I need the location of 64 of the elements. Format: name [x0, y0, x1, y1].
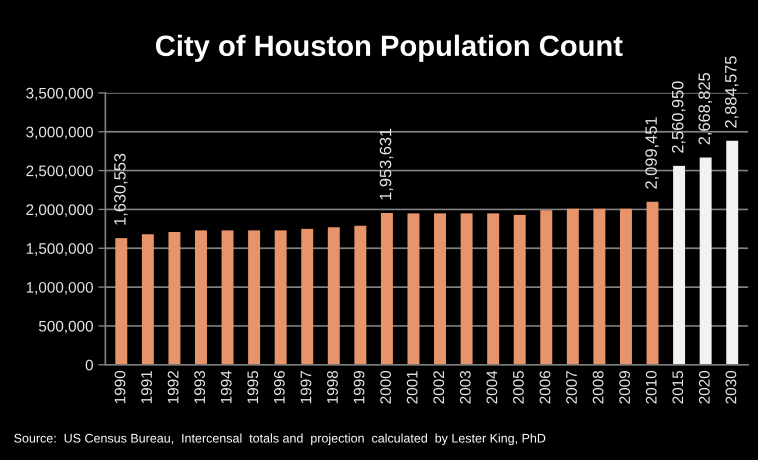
data-label: 1,630,553 — [114, 154, 128, 225]
y-tick-label: 500,000 — [38, 320, 93, 334]
bar — [540, 210, 552, 365]
bar — [142, 234, 154, 365]
chart-title: City of Houston Population Count — [156, 34, 623, 62]
x-tick-label: 2003 — [460, 371, 471, 404]
bar — [248, 230, 260, 365]
x-tick-label: 2005 — [513, 370, 524, 404]
x-tick-label: 1995 — [247, 370, 258, 404]
x-tick-label: 2002 — [433, 371, 444, 404]
data-label: 2,884,575 — [725, 56, 739, 128]
bar — [593, 208, 606, 365]
data-label: 1,953,631 — [380, 128, 394, 200]
x-tick-label: 2007 — [566, 371, 577, 404]
x-tick-label: 2004 — [486, 370, 498, 404]
bar — [115, 238, 128, 365]
bar — [380, 213, 393, 365]
x-tick-label: 1993 — [194, 371, 206, 404]
x-tick-label: 2001 — [406, 371, 418, 404]
x-tick-label: 1994 — [220, 370, 232, 404]
x-tick-label: 1990 — [114, 370, 126, 404]
x-tick-label: 2006 — [540, 371, 550, 404]
bar — [460, 213, 473, 365]
x-tick-label: 2010 — [646, 370, 657, 404]
source-note: Source: US Census Bureau, Intercensal totals and projection calculated by Lester King, PhD — [14, 433, 546, 446]
x-tick-label: 1996 — [274, 371, 285, 404]
bar — [274, 230, 287, 365]
y-tick-label: 0 — [86, 360, 93, 370]
x-tick-label: 1991 — [141, 371, 152, 404]
x-tick-label: 2008 — [592, 370, 604, 404]
bar — [566, 208, 579, 365]
bar — [673, 166, 686, 365]
y-tick-label: 1,500,000 — [26, 243, 93, 256]
bar — [301, 228, 314, 365]
y-tick-label: 2,500,000 — [26, 165, 93, 178]
y-tick-label: 1,000,000 — [26, 282, 93, 295]
x-tick-label: 2020 — [698, 370, 710, 404]
bar — [514, 214, 526, 365]
x-tick-label: 1997 — [300, 371, 312, 404]
bar — [168, 232, 180, 365]
bar — [407, 213, 420, 365]
x-tick-label: 2000 — [380, 370, 392, 404]
bar — [354, 226, 366, 365]
bar — [434, 213, 446, 365]
data-label: 2,099,451 — [645, 117, 659, 189]
data-label: 2,560,950 — [672, 81, 686, 153]
x-tick-label: 2015 — [672, 370, 684, 404]
bar — [620, 208, 632, 365]
bar — [328, 227, 340, 365]
bar — [222, 230, 234, 365]
bar — [700, 157, 712, 365]
bar — [195, 230, 207, 365]
x-tick-label: 2009 — [619, 371, 630, 404]
data-label: 2,668,825 — [698, 73, 712, 144]
x-tick-label: 2030 — [725, 370, 736, 404]
x-tick-label: 1999 — [354, 371, 364, 404]
y-tick-label: 3,500,000 — [26, 88, 93, 100]
y-tick-label: 3,000,000 — [26, 126, 93, 140]
x-tick-label: 1992 — [168, 371, 179, 404]
x-tick-label: 1998 — [327, 370, 338, 404]
bar — [646, 202, 658, 365]
bar — [726, 140, 738, 365]
y-tick-label: 2,000,000 — [26, 204, 93, 217]
bar — [487, 213, 500, 365]
